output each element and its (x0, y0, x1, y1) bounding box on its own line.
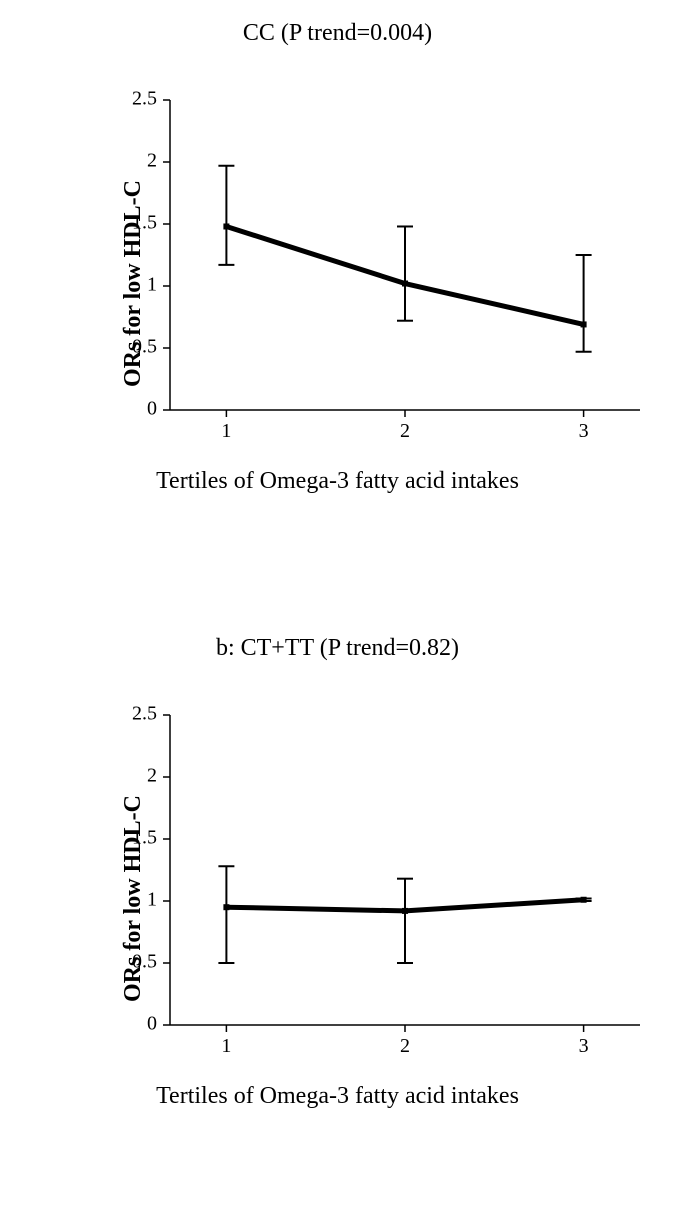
svg-text:0: 0 (147, 398, 157, 420)
bottom-chart-panel: b: CT+TT (P trend=0.82) ORs for low HDL-… (0, 635, 675, 1110)
svg-text:3: 3 (579, 1035, 589, 1057)
top-chart-area: ORs for low HDL-C 00.511.522.5123 (0, 90, 675, 450)
top-y-axis-label: ORs for low HDL-C (120, 180, 147, 387)
bottom-y-axis-label: ORs for low HDL-C (120, 795, 147, 1002)
svg-text:2: 2 (400, 420, 410, 442)
svg-text:2.5: 2.5 (132, 705, 157, 725)
bottom-x-axis-label: Tertiles of Omega-3 fatty acid intakes (0, 1083, 675, 1110)
top-chart-title: CC (P trend=0.004) (0, 20, 675, 60)
svg-text:2: 2 (400, 1035, 410, 1057)
svg-text:2.5: 2.5 (132, 90, 157, 110)
svg-text:1: 1 (221, 420, 231, 442)
top-chart-svg: 00.511.522.5123 (100, 90, 660, 450)
bottom-chart-svg: 00.511.522.5123 (100, 705, 660, 1065)
svg-text:2: 2 (147, 765, 157, 787)
svg-text:2: 2 (147, 150, 157, 172)
top-chart-panel: CC (P trend=0.004) ORs for low HDL-C 00.… (0, 0, 675, 495)
top-x-axis-label: Tertiles of Omega-3 fatty acid intakes (0, 468, 675, 495)
svg-text:0: 0 (147, 1013, 157, 1035)
svg-text:1: 1 (147, 274, 157, 296)
svg-text:1: 1 (147, 889, 157, 911)
bottom-chart-area: ORs for low HDL-C 00.511.522.5123 (0, 705, 675, 1065)
svg-text:1: 1 (221, 1035, 231, 1057)
svg-text:3: 3 (579, 420, 589, 442)
bottom-chart-title: b: CT+TT (P trend=0.82) (0, 635, 675, 675)
